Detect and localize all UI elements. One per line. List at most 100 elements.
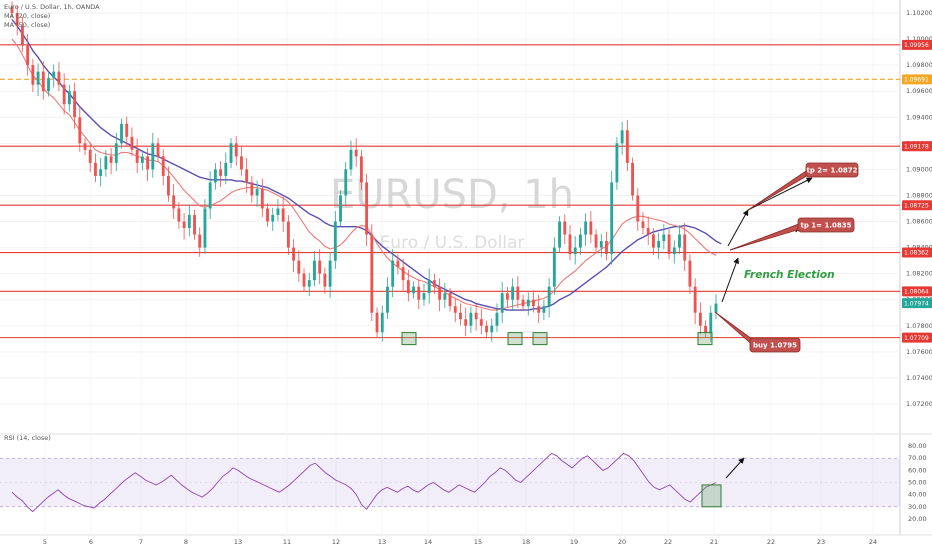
time-axis[interactable]: 5 6 7 8 13 11 12 13 14 15 18 19 20 22 21 22 23 24 (43, 538, 877, 546)
arrow-to-french-election (721, 257, 739, 303)
candle (302, 268, 306, 292)
candle-body (182, 221, 186, 229)
candle-body (401, 267, 405, 281)
candle-body (417, 286, 421, 300)
candle-body (47, 78, 50, 92)
candle-body (156, 143, 160, 157)
level-price-tag-label: 1.08064 (904, 289, 929, 296)
candle-body (495, 312, 499, 326)
candle (672, 240, 676, 264)
candle-body (615, 143, 619, 183)
candle (584, 213, 588, 247)
candle (605, 231, 608, 261)
candle-body (594, 234, 598, 248)
tp1-callout-label: tp 1= 1.0835 (801, 222, 852, 230)
candle-body (302, 273, 306, 287)
candle-body (167, 175, 170, 196)
watermark-symbol: EURUSD, 1h (330, 172, 574, 218)
candle-body (662, 234, 666, 242)
candle (297, 250, 301, 282)
candle (114, 132, 118, 172)
legend-symbol: Euro / U.S. Dollar, 1h, OANDA (4, 3, 100, 11)
candle (667, 229, 671, 260)
candle (620, 121, 624, 155)
candle (683, 223, 687, 272)
candle (161, 149, 165, 186)
level-price-tag (902, 74, 932, 85)
candle-body (234, 143, 238, 157)
support-boxes[interactable] (401, 332, 713, 346)
candle-body (250, 182, 254, 196)
candle (464, 307, 468, 337)
candle (432, 273, 436, 294)
candle-body (21, 26, 24, 46)
candle (558, 216, 561, 253)
candle (15, 5, 19, 36)
rsi-band (0, 457, 900, 508)
watermark: EURUSD, 1h Euro / U.S. Dollar (330, 172, 574, 253)
time-tick-label: 5 (43, 538, 47, 546)
candle-body (552, 247, 556, 287)
watermark-description: Euro / U.S. Dollar (380, 233, 525, 253)
candle (547, 278, 551, 318)
candle (693, 278, 697, 325)
price-tick-label: 1.07600 (906, 348, 932, 356)
rsi-axis[interactable]: 80.00 70.00 60.00 50.00 40.00 30.00 20.00 (908, 442, 927, 523)
candle-body (83, 143, 87, 150)
tp2-callout-pointer (747, 166, 813, 211)
candle (521, 294, 525, 312)
candle-body (10, 6, 14, 14)
candle (151, 132, 155, 178)
candle (657, 232, 661, 260)
buy-callout: buy 1.0795 (714, 311, 801, 353)
candle (21, 16, 24, 52)
time-tick-label: 12 (332, 538, 340, 546)
candle (625, 119, 629, 172)
candle-body (78, 117, 82, 144)
candle (62, 73, 66, 115)
candle-body (203, 208, 207, 248)
candle-body (73, 91, 77, 118)
candle-body (605, 241, 608, 255)
candle (365, 174, 369, 247)
candle-body (313, 260, 316, 281)
candle (422, 283, 426, 306)
candle-body (370, 234, 374, 313)
candle-body (36, 71, 40, 85)
candle (130, 127, 134, 157)
price-tick-label: 1.07400 (906, 374, 932, 382)
ma20-path (11, 38, 717, 311)
candle (688, 254, 692, 294)
price-axis[interactable]: 1.102001.100001.098001.096001.094001.092… (902, 9, 932, 408)
candle-body (177, 208, 181, 222)
candle (78, 106, 82, 152)
candle-body (224, 162, 228, 176)
candle-body (135, 149, 139, 163)
candle (213, 163, 217, 190)
tp2-callout-box (805, 162, 859, 178)
candle (453, 298, 457, 323)
candle (198, 227, 202, 257)
candle-body (255, 188, 259, 196)
candle-body (573, 247, 577, 255)
french-election-label: French Election (744, 269, 835, 281)
candle-body (714, 303, 718, 313)
candle (167, 166, 170, 202)
candle (260, 178, 264, 217)
candle (344, 162, 348, 205)
tp1-callout: tp 1= 1.0835 (729, 217, 855, 251)
candle-body (537, 306, 541, 313)
candle-body (161, 156, 165, 176)
candle (516, 276, 520, 309)
candle (505, 286, 509, 307)
candle (386, 277, 389, 319)
candle-body (589, 221, 593, 235)
candle (698, 302, 702, 335)
time-tick-label: 13 (378, 538, 386, 546)
candle-body (292, 247, 296, 261)
annotations[interactable]: tp 2= 1.0872 tp 1= 1.0835 buy 1.0795 French… (714, 162, 859, 479)
price-tick-label: 1.10000 (906, 35, 932, 43)
candle (359, 150, 363, 190)
level-price-tag (902, 247, 932, 258)
candle-body (485, 325, 488, 333)
